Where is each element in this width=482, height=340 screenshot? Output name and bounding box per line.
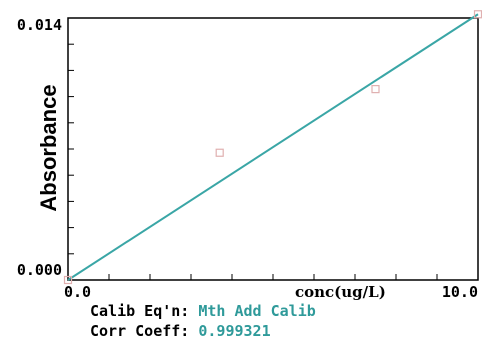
correlation-coefficient-row: Corr Coeff: 0.999321 [90, 322, 271, 340]
data-point [63, 275, 73, 285]
x-axis-label: conc(ug/L) [295, 283, 386, 300]
y-axis-label: Absorbance [36, 84, 61, 211]
calibration-equation-value: Mth Add Calib [198, 302, 316, 320]
y-tick-label-min: 0.000 [17, 261, 62, 279]
x-tick-label-max: 10.0 [442, 283, 478, 300]
correlation-coefficient-label: Corr Coeff: [90, 322, 190, 340]
data-point [371, 85, 380, 94]
calibration-equation-row: Calib Eq'n: Mth Add Calib [90, 302, 316, 320]
data-points [63, 10, 482, 285]
data-point [215, 148, 224, 157]
y-tick-label-max: 0.014 [17, 16, 62, 34]
x-tick-label-min: 0.0 [64, 283, 91, 300]
calibration-fit-line [67, 13, 479, 281]
correlation-coefficient-value: 0.999321 [198, 322, 271, 340]
calibration-chart: 0.014 0.000 0.0 10.0 conc(ug/L) Absorban… [17, 10, 482, 300]
calibration-equation-label: Calib Eq'n: [90, 302, 190, 320]
